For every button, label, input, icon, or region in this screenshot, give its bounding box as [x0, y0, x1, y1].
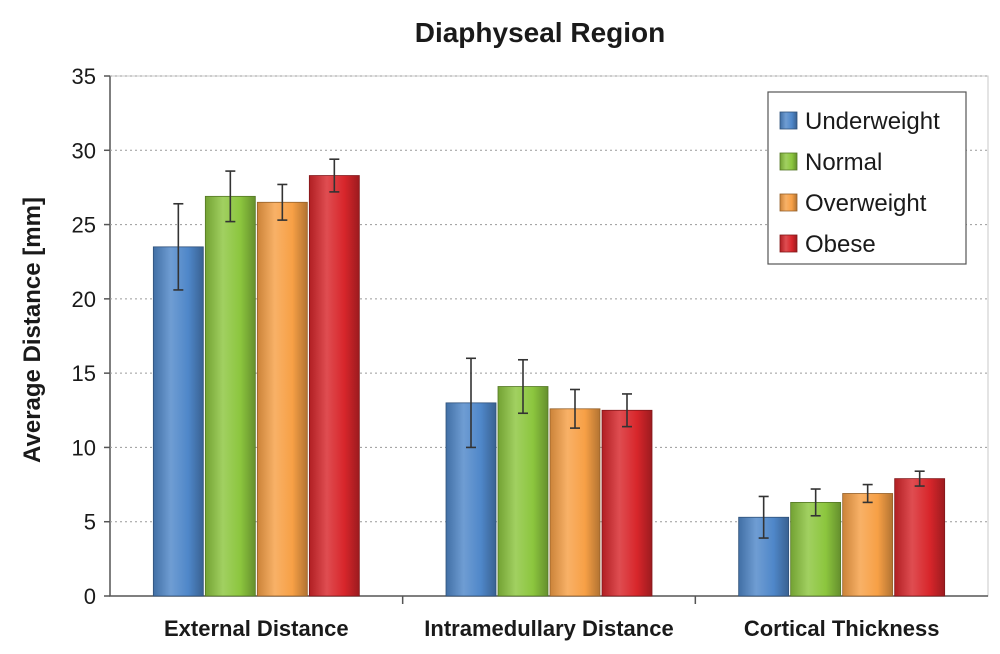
legend-label-normal: Normal [805, 149, 882, 176]
y-tick-label: 15 [72, 361, 96, 386]
legend-label-overweight: Overweight [805, 190, 927, 217]
bar-overweight-2 [842, 493, 894, 597]
y-tick-label: 20 [72, 287, 96, 312]
error-bar-overweight-2 [862, 483, 873, 504]
error-bar-overweight-1 [570, 388, 580, 429]
error-bar-underweight-2 [758, 495, 769, 539]
legend-swatch-obese [779, 234, 798, 253]
error-bar-normal-1 [518, 358, 528, 415]
chart-title: Diaphyseal Region [415, 17, 666, 48]
error-bar-underweight-1 [466, 357, 476, 449]
y-tick-label: 25 [72, 213, 96, 238]
legend-swatch-overweight [779, 193, 798, 212]
error-bar-obese-1 [622, 393, 632, 428]
bar-normal-1 [497, 386, 549, 597]
legend-swatch-underweight [779, 111, 798, 130]
bar-obese-0 [308, 175, 360, 597]
error-bar-normal-2 [810, 488, 821, 517]
bar-normal-0 [204, 195, 256, 597]
bar-obese-2 [894, 478, 946, 597]
y-tick-label: 35 [72, 64, 96, 89]
x-tick-label: External Distance [164, 616, 349, 641]
legend-swatch-normal [779, 152, 798, 171]
bar-overweight-0 [256, 201, 308, 597]
y-tick-label: 5 [84, 510, 96, 535]
bar-normal-2 [790, 501, 842, 597]
error-bar-obese-2 [914, 470, 925, 487]
x-tick-label: Intramedullary Distance [424, 616, 673, 641]
error-bar-obese-0 [329, 158, 340, 193]
bar-underweight-0 [152, 246, 204, 597]
y-tick-label: 30 [72, 138, 96, 163]
legend [767, 91, 967, 265]
x-tick-label: Cortical Thickness [744, 616, 940, 641]
bar-obese-1 [601, 409, 653, 597]
legend-label-underweight: Underweight [805, 108, 940, 135]
y-tick-label: 0 [84, 584, 96, 609]
y-axis-label: Average Distance [mm] [19, 197, 46, 463]
error-bar-overweight-0 [277, 183, 288, 221]
error-bar-normal-0 [225, 170, 236, 223]
error-bar-underweight-0 [173, 202, 184, 291]
legend-label-obese: Obese [805, 231, 876, 258]
y-tick-label: 10 [72, 435, 96, 460]
bar-overweight-1 [549, 408, 601, 597]
